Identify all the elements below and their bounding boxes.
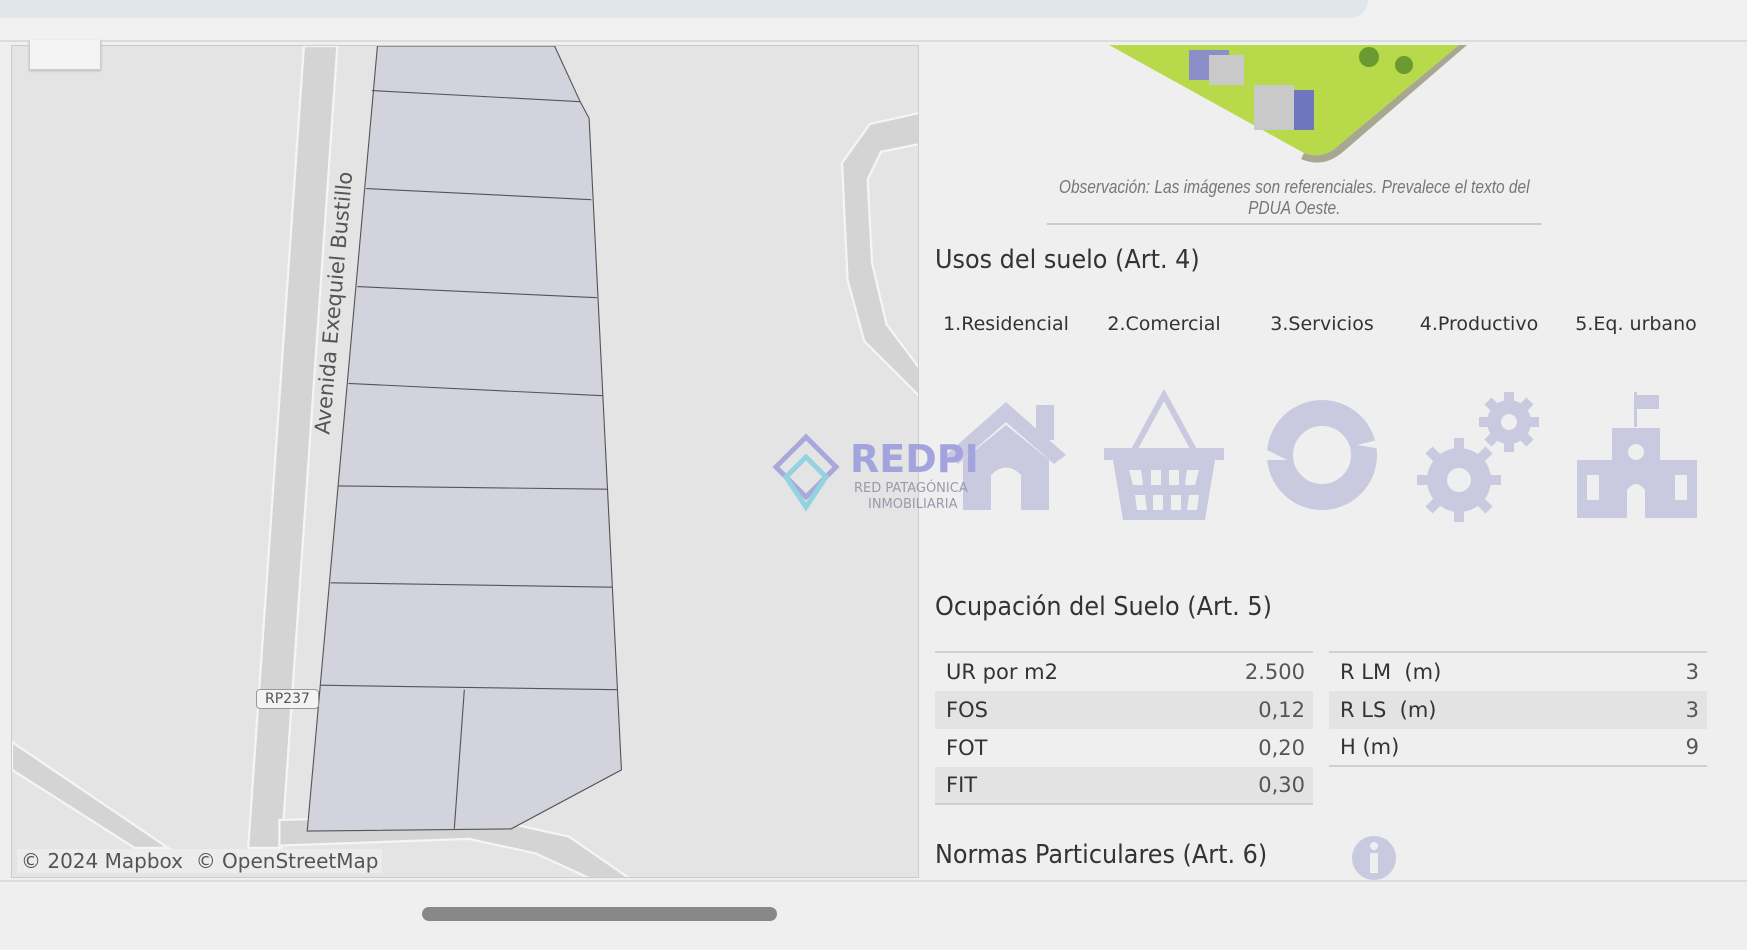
row-label: UR por m2 <box>946 660 1058 684</box>
tab-strip <box>0 0 1368 18</box>
table-row: R LS (m) 3 <box>1329 691 1707 729</box>
reference-image <box>1109 45 1467 163</box>
row-value: 2.500 <box>1244 660 1305 684</box>
row-label: FOT <box>946 736 988 760</box>
image-caption: Observación: Las imágenes son referencia… <box>1047 177 1542 225</box>
row-label: FOS <box>946 698 988 722</box>
house-icon <box>946 402 1066 510</box>
table-row: FOS 0,12 <box>935 691 1313 729</box>
normas-title: Normas Particulares (Art. 6) <box>935 840 1268 870</box>
row-label: R LS (m) <box>1340 698 1437 722</box>
ocupacion-title: Ocupación del Suelo (Art. 5) <box>935 592 1272 622</box>
use-label-productivo: 4.Productivo <box>1419 313 1539 335</box>
table-row: FIT 0,30 <box>935 767 1313 805</box>
bottom-bar <box>0 880 1747 950</box>
info-icon[interactable] <box>1351 835 1397 880</box>
cycle-icon <box>1257 400 1387 510</box>
ocupacion-table-right: R LM (m) 3 R LS (m) 3 H (m) 9 <box>1329 651 1707 767</box>
row-value: 0,30 <box>1258 773 1305 797</box>
table-row: UR por m2 2.500 <box>935 653 1313 691</box>
school-icon <box>1577 392 1697 518</box>
map-canvas <box>12 46 918 877</box>
table-row: H (m) 9 <box>1329 729 1707 767</box>
info-panel: Observación: Las imágenes son referencia… <box>919 45 1747 880</box>
gears-icon <box>1417 392 1539 522</box>
map-attribution[interactable]: © 2024 Mapbox © OpenStreetMap <box>17 849 383 873</box>
table-row: FOT 0,20 <box>935 729 1313 767</box>
row-label: H (m) <box>1340 735 1400 759</box>
basket-icon <box>1104 390 1224 520</box>
map[interactable]: Avenida Exequiel Bustillo RP237 © 2024 M… <box>11 45 919 878</box>
route-shield: RP237 <box>256 689 319 709</box>
watermark-line1: RED PATAGÓNICA <box>854 480 968 496</box>
row-label: R LM (m) <box>1340 660 1442 684</box>
usos-title: Usos del suelo (Art. 4) <box>935 245 1200 275</box>
redpi-watermark-logo: REDPI RED PATAGÓNICA INMOBILIARIA <box>772 433 979 512</box>
geolocate-button[interactable] <box>29 40 101 70</box>
horizontal-scrollbar[interactable] <box>422 907 777 921</box>
use-label-eq-urbano: 5.Eq. urbano <box>1575 313 1697 335</box>
row-value: 9 <box>1685 735 1699 759</box>
table-row: R LM (m) 3 <box>1329 653 1707 691</box>
use-label-comercial: 2.Comercial <box>1107 313 1221 335</box>
row-value: 0,12 <box>1258 698 1305 722</box>
row-value: 3 <box>1685 660 1699 684</box>
row-value: 3 <box>1685 698 1699 722</box>
row-label: FIT <box>946 773 978 797</box>
use-label-residencial: 1.Residencial <box>943 313 1069 335</box>
parcels <box>306 46 622 832</box>
use-label-servicios: 3.Servicios <box>1270 313 1374 335</box>
watermark-brand: REDPI <box>850 437 979 481</box>
watermark-line2: INMOBILIARIA <box>868 497 958 512</box>
row-value: 0,20 <box>1258 736 1305 760</box>
ocupacion-table-left: UR por m2 2.500 FOS 0,12 FOT 0,20 FIT 0,30 <box>935 651 1313 805</box>
